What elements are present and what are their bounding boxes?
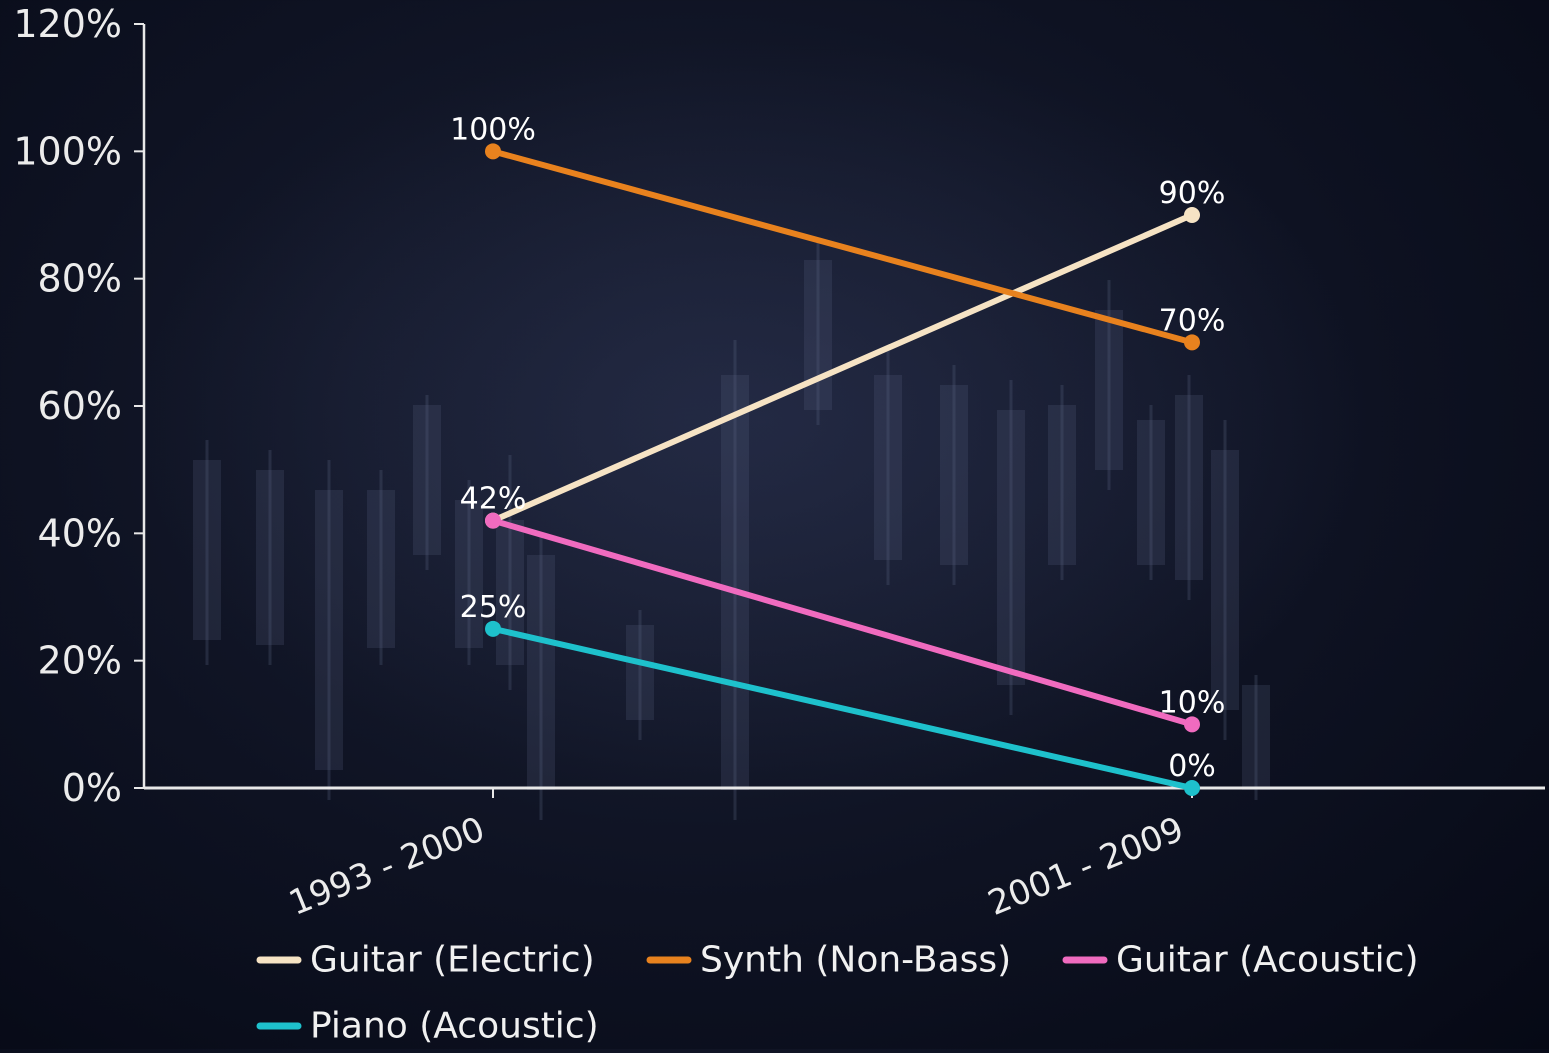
y-tick-label: 0% [62,766,122,810]
background-candlesticks [193,240,1270,820]
data-labels: 42% 90% 100% 70% 10% 25% 0% [450,112,1225,784]
series-layer [485,143,1200,796]
candle-body [1211,450,1239,710]
data-point [485,620,501,637]
series-line [490,625,1195,791]
candle-body [413,405,441,555]
candle-body [315,490,343,770]
candle-body [1242,685,1270,790]
series-line [490,517,1195,728]
legend-label: Synth (Non-Bass) [700,940,1011,981]
series-line [490,212,1195,524]
candle-body [527,555,555,790]
data-label: 70% [1159,303,1226,338]
data-label: 0% [1168,749,1216,784]
x-tick-label: 1993 - 2000 [284,809,491,924]
background-decoration [140,40,1380,800]
y-tick-label: 60% [38,384,122,428]
data-label: 10% [1159,685,1226,720]
candle-body [874,375,902,560]
data-label: 90% [1159,176,1226,211]
legend-label: Guitar (Acoustic) [1116,940,1419,981]
candle-body [256,470,284,645]
data-label: 25% [460,590,527,625]
legend-label: Guitar (Electric) [310,940,595,981]
data-point [485,512,501,529]
legend: Guitar (Electric) Synth (Non-Bass) Guitar … [256,940,1419,1047]
candle-body [997,410,1025,685]
candle-body [1048,405,1076,565]
y-tick-label: 40% [38,511,122,555]
legend-label: Piano (Acoustic) [310,1006,599,1047]
data-label: 42% [460,482,527,517]
y-tick-label: 100% [13,129,122,173]
candle-body [455,500,483,648]
series-line [490,148,1195,346]
data-label: 100% [450,112,536,147]
y-tick-label: 80% [38,257,122,301]
data-point [485,143,501,160]
candle-body [804,260,832,410]
data-point [1184,207,1200,223]
candle-body [721,375,749,790]
candle-body [367,490,395,648]
candle-body [1175,395,1203,580]
candle-body [1137,420,1165,565]
candle-body [193,460,221,640]
data-point [1184,716,1200,733]
candle-body [626,625,654,720]
x-tick-label: 2001 - 2009 [983,809,1190,924]
candle-body [940,385,968,565]
candle-body [1095,310,1123,470]
data-point [1184,334,1200,351]
y-tick-label: 20% [38,639,122,683]
y-tick-label: 120% [13,2,122,46]
candle-body [496,520,524,665]
data-point [1184,780,1200,796]
